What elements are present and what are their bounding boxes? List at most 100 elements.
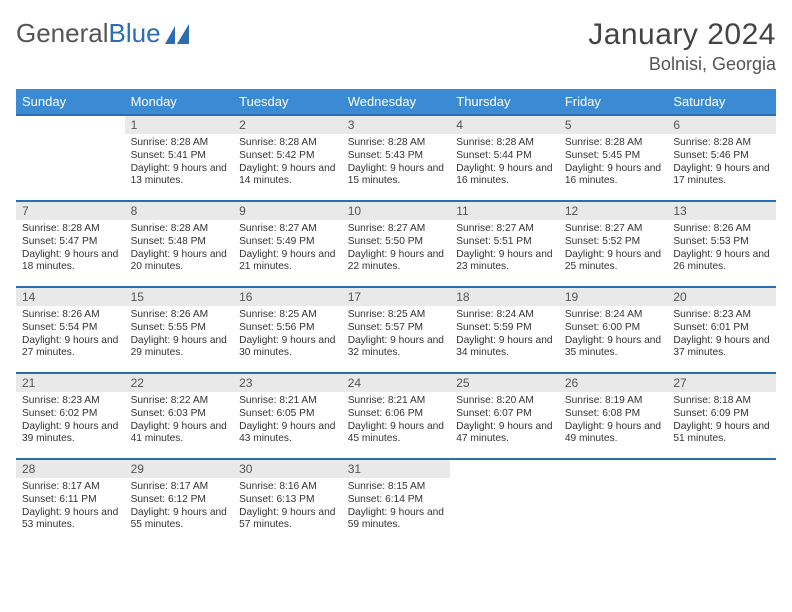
daylight-line: Daylight: 9 hours and 59 minutes.	[348, 507, 445, 533]
page-title: January 2024	[588, 18, 776, 52]
day-details: Sunrise: 8:20 AMSunset: 6:07 PMDaylight:…	[450, 392, 559, 450]
sunrise-line: Sunrise: 8:17 AM	[22, 481, 119, 494]
sunrise-line: Sunrise: 8:19 AM	[565, 395, 662, 408]
day-number: 20	[667, 288, 776, 306]
daylight-line: Daylight: 9 hours and 23 minutes.	[456, 249, 553, 275]
calendar-cell: 6Sunrise: 8:28 AMSunset: 5:46 PMDaylight…	[667, 115, 776, 201]
daylight-line: Daylight: 9 hours and 35 minutes.	[565, 335, 662, 361]
calendar-cell: 26Sunrise: 8:19 AMSunset: 6:08 PMDayligh…	[559, 373, 668, 459]
sunset-line: Sunset: 5:41 PM	[131, 150, 228, 163]
calendar-table: Sunday Monday Tuesday Wednesday Thursday…	[16, 89, 776, 545]
day-number: 21	[16, 374, 125, 392]
day-number: 30	[233, 460, 342, 478]
calendar-cell	[450, 459, 559, 545]
logo: GeneralBlue	[16, 18, 191, 49]
day-number: 11	[450, 202, 559, 220]
day-details: Sunrise: 8:27 AMSunset: 5:52 PMDaylight:…	[559, 220, 668, 278]
calendar-cell: 7Sunrise: 8:28 AMSunset: 5:47 PMDaylight…	[16, 201, 125, 287]
sunset-line: Sunset: 6:14 PM	[348, 494, 445, 507]
sunset-line: Sunset: 5:50 PM	[348, 236, 445, 249]
sunrise-line: Sunrise: 8:28 AM	[348, 137, 445, 150]
day-number: 14	[16, 288, 125, 306]
sunset-line: Sunset: 5:57 PM	[348, 322, 445, 335]
sunset-line: Sunset: 5:51 PM	[456, 236, 553, 249]
weekday-header: Sunday	[16, 89, 125, 115]
sunset-line: Sunset: 5:45 PM	[565, 150, 662, 163]
calendar-cell: 18Sunrise: 8:24 AMSunset: 5:59 PMDayligh…	[450, 287, 559, 373]
day-details: Sunrise: 8:23 AMSunset: 6:01 PMDaylight:…	[667, 306, 776, 364]
calendar-cell: 12Sunrise: 8:27 AMSunset: 5:52 PMDayligh…	[559, 201, 668, 287]
day-number: 28	[16, 460, 125, 478]
daylight-line: Daylight: 9 hours and 15 minutes.	[348, 163, 445, 189]
day-number: 7	[16, 202, 125, 220]
sunrise-line: Sunrise: 8:27 AM	[456, 223, 553, 236]
sunset-line: Sunset: 5:56 PM	[239, 322, 336, 335]
day-number: 31	[342, 460, 451, 478]
day-details: Sunrise: 8:15 AMSunset: 6:14 PMDaylight:…	[342, 478, 451, 536]
calendar-cell: 14Sunrise: 8:26 AMSunset: 5:54 PMDayligh…	[16, 287, 125, 373]
calendar-row: 1Sunrise: 8:28 AMSunset: 5:41 PMDaylight…	[16, 115, 776, 201]
day-details: Sunrise: 8:28 AMSunset: 5:42 PMDaylight:…	[233, 134, 342, 192]
day-details: Sunrise: 8:27 AMSunset: 5:49 PMDaylight:…	[233, 220, 342, 278]
day-details: Sunrise: 8:21 AMSunset: 6:06 PMDaylight:…	[342, 392, 451, 450]
sunrise-line: Sunrise: 8:28 AM	[131, 137, 228, 150]
sunrise-line: Sunrise: 8:25 AM	[348, 309, 445, 322]
calendar-cell: 10Sunrise: 8:27 AMSunset: 5:50 PMDayligh…	[342, 201, 451, 287]
calendar-row: 21Sunrise: 8:23 AMSunset: 6:02 PMDayligh…	[16, 373, 776, 459]
calendar-cell: 30Sunrise: 8:16 AMSunset: 6:13 PMDayligh…	[233, 459, 342, 545]
day-number: 16	[233, 288, 342, 306]
daylight-line: Daylight: 9 hours and 26 minutes.	[673, 249, 770, 275]
sunset-line: Sunset: 6:00 PM	[565, 322, 662, 335]
daylight-line: Daylight: 9 hours and 16 minutes.	[565, 163, 662, 189]
day-number: 22	[125, 374, 234, 392]
calendar-cell: 21Sunrise: 8:23 AMSunset: 6:02 PMDayligh…	[16, 373, 125, 459]
day-number: 23	[233, 374, 342, 392]
day-number: 25	[450, 374, 559, 392]
calendar-cell: 15Sunrise: 8:26 AMSunset: 5:55 PMDayligh…	[125, 287, 234, 373]
sunrise-line: Sunrise: 8:24 AM	[565, 309, 662, 322]
day-details: Sunrise: 8:21 AMSunset: 6:05 PMDaylight:…	[233, 392, 342, 450]
daylight-line: Daylight: 9 hours and 57 minutes.	[239, 507, 336, 533]
sunrise-line: Sunrise: 8:27 AM	[348, 223, 445, 236]
sunrise-line: Sunrise: 8:27 AM	[239, 223, 336, 236]
day-number: 5	[559, 116, 668, 134]
day-details: Sunrise: 8:23 AMSunset: 6:02 PMDaylight:…	[16, 392, 125, 450]
day-details: Sunrise: 8:17 AMSunset: 6:11 PMDaylight:…	[16, 478, 125, 536]
daylight-line: Daylight: 9 hours and 13 minutes.	[131, 163, 228, 189]
weekday-header-row: Sunday Monday Tuesday Wednesday Thursday…	[16, 89, 776, 115]
calendar-cell: 3Sunrise: 8:28 AMSunset: 5:43 PMDaylight…	[342, 115, 451, 201]
calendar-row: 7Sunrise: 8:28 AMSunset: 5:47 PMDaylight…	[16, 201, 776, 287]
sunset-line: Sunset: 6:12 PM	[131, 494, 228, 507]
calendar-cell: 13Sunrise: 8:26 AMSunset: 5:53 PMDayligh…	[667, 201, 776, 287]
sunrise-line: Sunrise: 8:28 AM	[565, 137, 662, 150]
sunrise-line: Sunrise: 8:16 AM	[239, 481, 336, 494]
day-details: Sunrise: 8:28 AMSunset: 5:41 PMDaylight:…	[125, 134, 234, 192]
sunset-line: Sunset: 6:03 PM	[131, 408, 228, 421]
sunset-line: Sunset: 6:07 PM	[456, 408, 553, 421]
title-block: January 2024 Bolnisi, Georgia	[588, 18, 776, 75]
sunrise-line: Sunrise: 8:28 AM	[22, 223, 119, 236]
day-details: Sunrise: 8:16 AMSunset: 6:13 PMDaylight:…	[233, 478, 342, 536]
weekday-header: Thursday	[450, 89, 559, 115]
calendar-cell: 22Sunrise: 8:22 AMSunset: 6:03 PMDayligh…	[125, 373, 234, 459]
day-number: 13	[667, 202, 776, 220]
calendar-cell: 2Sunrise: 8:28 AMSunset: 5:42 PMDaylight…	[233, 115, 342, 201]
day-number: 6	[667, 116, 776, 134]
sunrise-line: Sunrise: 8:27 AM	[565, 223, 662, 236]
day-details: Sunrise: 8:28 AMSunset: 5:46 PMDaylight:…	[667, 134, 776, 192]
sunrise-line: Sunrise: 8:26 AM	[22, 309, 119, 322]
day-details: Sunrise: 8:24 AMSunset: 6:00 PMDaylight:…	[559, 306, 668, 364]
daylight-line: Daylight: 9 hours and 45 minutes.	[348, 421, 445, 447]
day-details: Sunrise: 8:27 AMSunset: 5:51 PMDaylight:…	[450, 220, 559, 278]
sunrise-line: Sunrise: 8:26 AM	[673, 223, 770, 236]
day-number: 24	[342, 374, 451, 392]
calendar-cell: 9Sunrise: 8:27 AMSunset: 5:49 PMDaylight…	[233, 201, 342, 287]
sunrise-line: Sunrise: 8:23 AM	[673, 309, 770, 322]
sunset-line: Sunset: 6:13 PM	[239, 494, 336, 507]
sunset-line: Sunset: 6:06 PM	[348, 408, 445, 421]
sunset-line: Sunset: 6:01 PM	[673, 322, 770, 335]
calendar-cell: 11Sunrise: 8:27 AMSunset: 5:51 PMDayligh…	[450, 201, 559, 287]
daylight-line: Daylight: 9 hours and 32 minutes.	[348, 335, 445, 361]
daylight-line: Daylight: 9 hours and 43 minutes.	[239, 421, 336, 447]
calendar-cell: 20Sunrise: 8:23 AMSunset: 6:01 PMDayligh…	[667, 287, 776, 373]
